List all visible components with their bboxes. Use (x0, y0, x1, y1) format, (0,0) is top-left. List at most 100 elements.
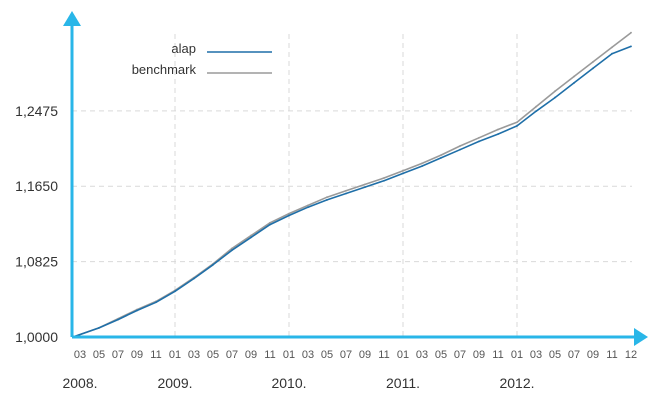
data-point-benchmark (402, 169, 404, 172)
x-tick-label: 07 (340, 349, 352, 361)
data-point-alap (573, 82, 575, 84)
x-tick-label: 05 (321, 349, 333, 361)
year-label: 2012. (499, 375, 534, 391)
x-tick-label: 03 (302, 349, 314, 361)
data-point-benchmark (250, 234, 252, 237)
data-point-alap (440, 156, 442, 159)
axes (63, 11, 648, 346)
x-tick-label: 05 (93, 349, 105, 361)
data-point-alap (250, 236, 252, 239)
y-tick-label: 1,0000 (15, 329, 58, 345)
data-point-benchmark (478, 136, 480, 139)
y-tick-label: 1,2475 (15, 103, 58, 119)
data-point-benchmark (611, 46, 613, 49)
x-tick-label: 09 (473, 349, 485, 361)
data-point-alap (155, 301, 157, 304)
data-point-alap (478, 140, 480, 143)
data-point-alap (364, 186, 366, 189)
year-label: 2011. (386, 375, 420, 391)
x-tick-label: 07 (454, 349, 466, 361)
data-point-benchmark (516, 121, 518, 124)
data-point-alap (345, 192, 347, 195)
series-lines (72, 31, 632, 338)
data-point-alap (630, 45, 632, 48)
y-axis-labels: 1,0000 1,0825 1,1650 1,2475 (15, 103, 58, 345)
data-point-benchmark (421, 162, 423, 165)
year-label: 2009. (157, 375, 192, 391)
data-point-benchmark (592, 61, 594, 63)
data-point-benchmark (231, 247, 233, 250)
data-point-alap (592, 67, 594, 70)
year-label: 2008. (62, 375, 97, 391)
data-point-benchmark (440, 154, 442, 157)
x-axis-labels: 03 05 07 09 11 01 03 05 07 09 11 01 03 05 07 09 11 01 03 05… (74, 349, 637, 361)
data-point-benchmark (326, 196, 328, 199)
data-point-benchmark (535, 105, 537, 108)
x-tick-label: 01 (397, 349, 409, 361)
x-tick-label: 03 (188, 349, 200, 361)
data-point-alap (535, 110, 537, 113)
x-tick-label: 11 (264, 349, 275, 361)
data-point-alap (288, 214, 290, 217)
x-tick-label: 05 (207, 349, 219, 361)
data-point-alap (212, 263, 214, 266)
x-tick-label: 09 (587, 349, 599, 361)
data-point-alap (554, 96, 556, 99)
data-point-alap (497, 133, 499, 136)
data-point-benchmark (345, 189, 347, 192)
data-point-benchmark (383, 177, 385, 179)
x-tick-label: 11 (150, 349, 161, 361)
data-point-alap (307, 206, 309, 209)
data-point-benchmark (497, 128, 499, 131)
x-tick-label: 03 (416, 349, 428, 361)
data-point-alap (136, 309, 138, 312)
data-point-benchmark (269, 221, 271, 224)
legend-label-alap: alap (171, 41, 196, 56)
y-tick-label: 1,0825 (15, 254, 58, 270)
data-point-alap (421, 165, 423, 168)
x-tick-label: 11 (606, 349, 617, 361)
x-tick-label: 11 (492, 349, 503, 361)
legend-label-benchmark: benchmark (132, 62, 197, 77)
data-point-alap (174, 290, 176, 293)
grid (72, 34, 632, 337)
x-tick-label: 07 (112, 349, 124, 361)
x-tick-label: 11 (378, 349, 389, 361)
data-point-alap (611, 52, 613, 55)
x-tick-label: 05 (549, 349, 561, 361)
legend: alap benchmark (132, 41, 272, 77)
data-point-alap (402, 172, 404, 175)
x-tick-label: 05 (435, 349, 447, 361)
x-tick-label: 01 (511, 349, 523, 361)
year-labels: 2008. 2009. 2010. 2011. 2012. (62, 375, 534, 391)
year-label: 2010. (271, 375, 306, 391)
x-tick-label: 09 (359, 349, 371, 361)
data-point-alap (326, 199, 328, 201)
series-line-alap (72, 45, 632, 338)
data-point-alap (459, 148, 461, 151)
data-point-alap (383, 179, 385, 182)
y-tick-label: 1,1650 (15, 178, 58, 194)
data-point-benchmark (630, 31, 632, 34)
data-point-benchmark (307, 204, 309, 207)
data-point-alap (516, 124, 518, 127)
x-tick-label: 03 (530, 349, 542, 361)
x-tick-label: 01 (283, 349, 295, 361)
x-tick-label: 09 (245, 349, 257, 361)
data-point-alap (98, 326, 100, 329)
data-point-benchmark (573, 75, 575, 78)
x-tick-label: 07 (226, 349, 238, 361)
x-tick-label: 12 (625, 349, 637, 361)
data-point-alap (193, 277, 195, 280)
x-axis-arrow-icon (634, 328, 648, 346)
data-point-alap (269, 223, 271, 226)
y-axis-arrow-icon (63, 11, 81, 26)
data-point-benchmark (364, 183, 366, 186)
x-tick-label: 07 (568, 349, 580, 361)
series-line-benchmark (72, 32, 632, 338)
x-tick-label: 03 (74, 349, 86, 361)
data-point-benchmark (554, 90, 556, 93)
data-point-benchmark (459, 145, 461, 147)
